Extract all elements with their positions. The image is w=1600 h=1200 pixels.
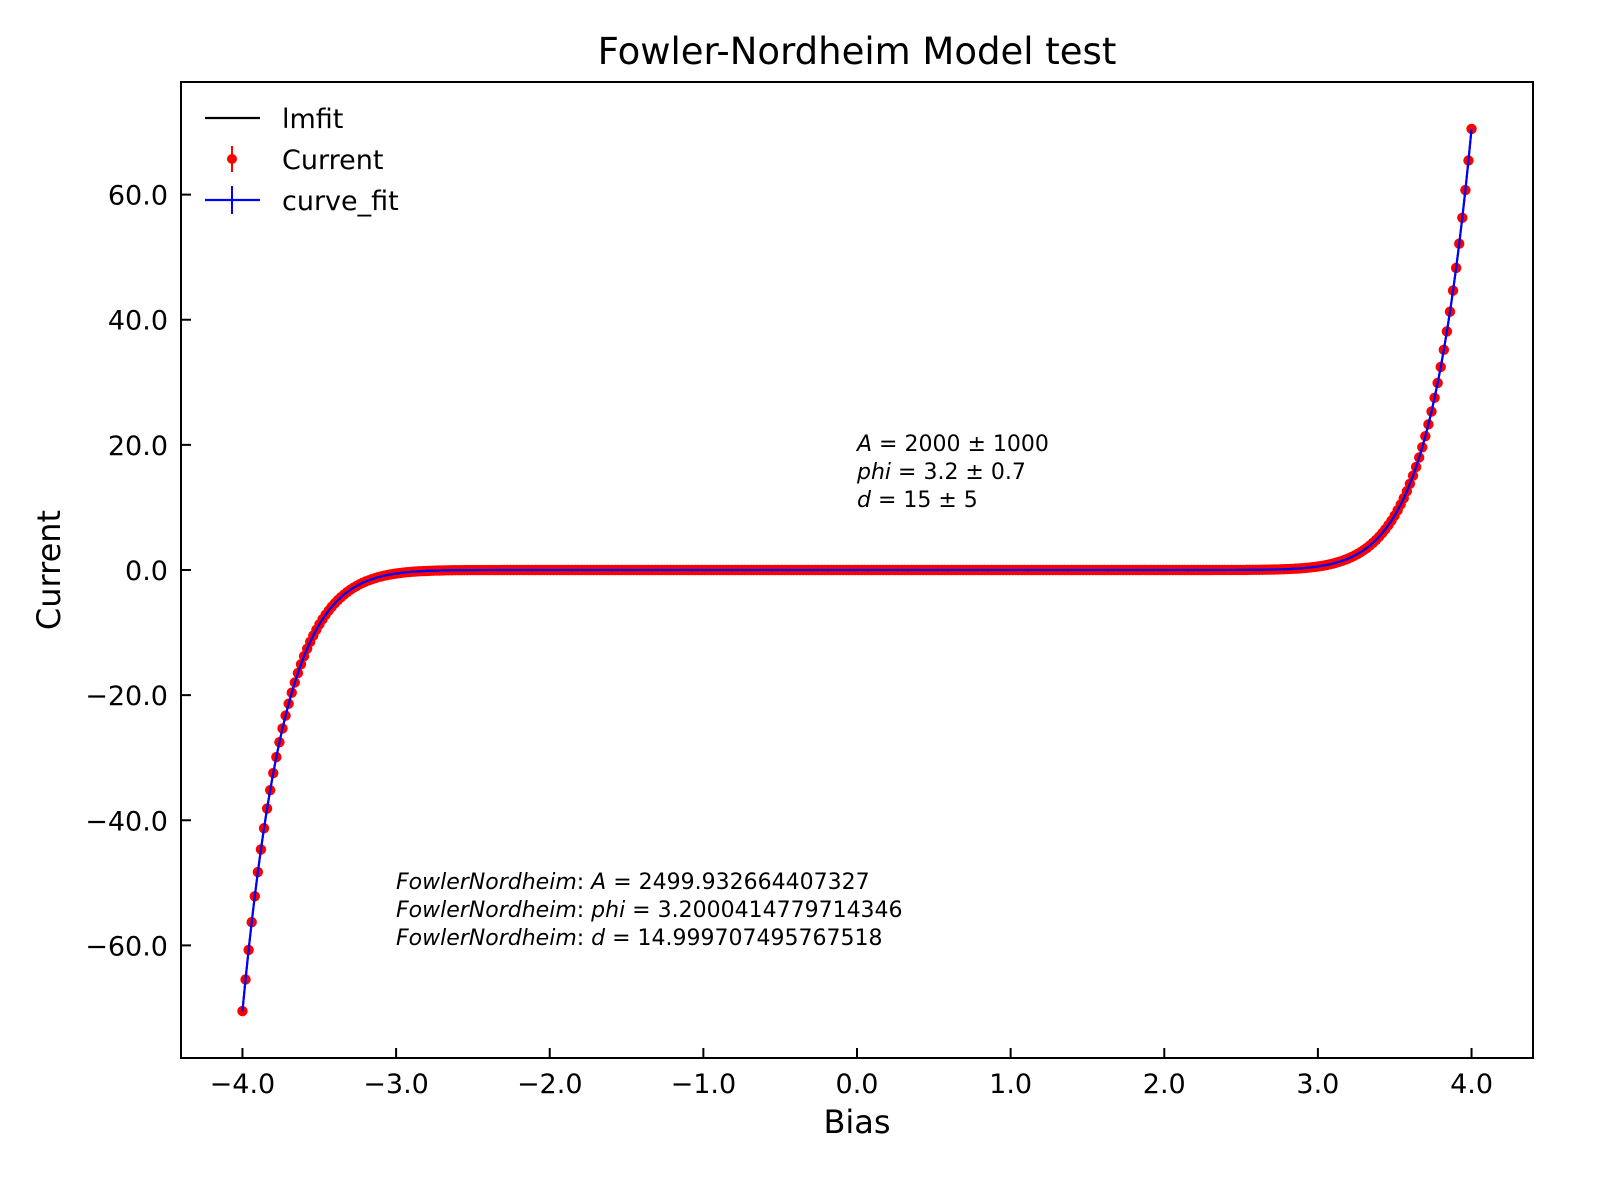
x-tick-label: 4.0 [1450,1069,1493,1100]
curve-fit-annotation: A = 2000 ± 1000 phi = 3.2 ± 0.7 d = 15 ±… [855,432,1049,513]
lmfit-annotation: FowlerNordheim: A = 2499.932664407327 Fo… [396,870,903,951]
x-tick-label: −2.0 [517,1069,583,1100]
y-axis-label: Current [30,510,68,630]
y-tick-label: 20.0 [108,431,168,462]
legend-curvefit-label: curve_fit [282,186,399,217]
curve-fit-param-d: d = 15 ± 5 [857,488,978,513]
y-tick-label: −20.0 [85,681,168,712]
legend-current-marker [227,154,237,164]
x-tick-label: −1.0 [671,1069,737,1100]
x-axis-ticks: −4.0 −3.0 −2.0 −1.0 0.0 1.0 2.0 3.0 4.0 [210,1048,1493,1100]
data-layer [237,123,1477,1017]
curve-fit-param-a: A = 2000 ± 1000 [855,432,1049,457]
lmfit-param-a: FowlerNordheim: A = 2499.932664407327 [396,870,870,895]
y-tick-label: −40.0 [85,806,168,837]
x-tick-label: −4.0 [210,1069,276,1100]
x-tick-label: 0.0 [836,1069,879,1100]
legend-lmfit-label: lmfit [282,104,343,135]
x-tick-label: −3.0 [363,1069,429,1100]
x-tick-label: 2.0 [1143,1069,1186,1100]
legend: lmfit Current curve_fit [205,104,399,217]
curve-fit-line [241,128,1473,1012]
curve-fit-param-phi: phi = 3.2 ± 0.7 [856,460,1026,485]
lmfit-param-d: FowlerNordheim: d = 14.999707495767518 [396,926,883,951]
y-tick-label: −60.0 [85,931,168,962]
x-axis-label: Bias [823,1103,890,1141]
y-tick-label: 0.0 [125,556,168,587]
y-axis-ticks: −60.0 −40.0 −20.0 0.0 20.0 40.0 60.0 [85,181,191,962]
lmfit-param-phi: FowlerNordheim: phi = 3.2000414779714346 [396,898,903,923]
y-tick-label: 40.0 [108,306,168,337]
y-tick-label: 60.0 [108,181,168,212]
x-tick-label: 3.0 [1296,1069,1339,1100]
legend-current-label: Current [282,145,383,176]
chart-title: Fowler-Nordheim Model test [598,30,1117,73]
x-tick-label: 1.0 [989,1069,1032,1100]
